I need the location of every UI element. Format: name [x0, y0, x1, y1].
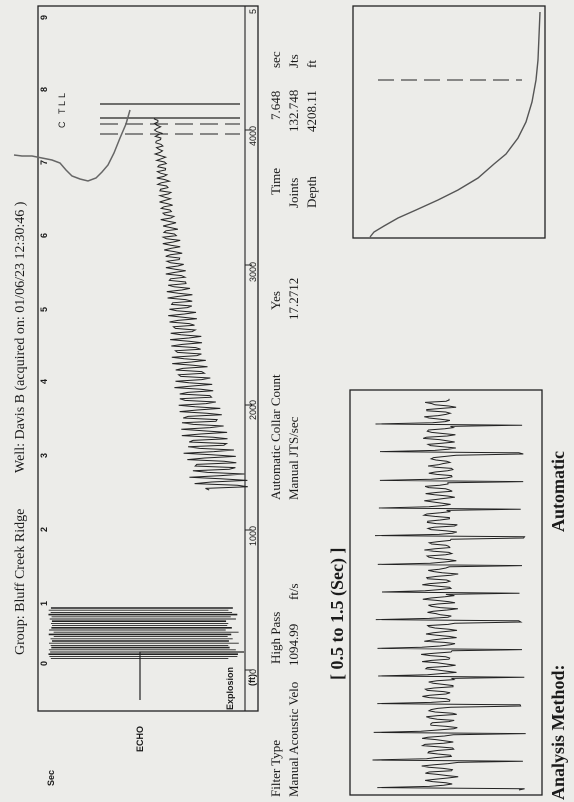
depth-unit: ft — [304, 60, 319, 68]
depth-value: 4208.11 — [304, 90, 319, 132]
results-chart-frame — [352, 5, 546, 239]
filter-type-value: High Pass — [268, 611, 283, 664]
depth-label: Depth — [304, 176, 319, 208]
marker-l2: L — [57, 92, 67, 98]
zoom-range-label: [ 0.5 to 1.5 (Sec) ] — [327, 547, 347, 680]
jts-label: Manual JTS/sec — [286, 416, 301, 500]
ft-tick-label-2000: 2000 — [248, 399, 258, 420]
sec-tick-0: 0 — [39, 660, 49, 666]
sec-tick-6: 6 — [39, 232, 49, 238]
echo-label: ECHO — [135, 725, 145, 752]
zoom-chart-frame — [349, 389, 543, 796]
ft-tick-label-1000: 1000 — [248, 525, 258, 546]
collar-count-label: Automatic Collar Count — [268, 374, 283, 500]
collar-count-value: Yes — [268, 291, 283, 310]
ft-tick-label-4000: 4000 — [248, 125, 258, 146]
group-label: Group: Bluff Creek Ridge — [13, 508, 28, 655]
ft-tick-label-5: 5 — [248, 8, 258, 14]
analysis-method-value: Automatic — [548, 451, 568, 532]
analysis-method-label: Analysis Method: — [548, 664, 568, 800]
well-label: Well: Davis B (acquired on: 01/06/23 12:… — [13, 201, 28, 473]
ft-tick-label-3000: 3000 — [248, 261, 258, 282]
sec-tick-4: 4 — [39, 378, 49, 384]
velocity-value: 1094.99 — [286, 623, 301, 666]
sec-tick-2: 2 — [39, 526, 49, 532]
explosion-burst — [48, 607, 239, 660]
sec-tick-1: 1 — [39, 600, 49, 606]
sec-tick-5: 5 — [39, 306, 49, 312]
joints-label: Joints — [286, 177, 301, 208]
velocity-label: Manual Acoustic Velo — [286, 681, 301, 797]
time-unit: sec — [268, 51, 283, 68]
results-trace — [369, 11, 541, 238]
time-label: Time — [268, 168, 283, 195]
sec-tick-7: 7 — [39, 159, 49, 165]
time-value: 7.648 — [268, 90, 283, 120]
tail-trace — [13, 109, 131, 182]
marker-l1: L — [57, 100, 67, 106]
sec-tick-9: 9 — [39, 14, 49, 20]
sec-axis-label: Sec — [46, 769, 56, 786]
marker-t: T — [57, 108, 67, 115]
sec-tick-8: 8 — [39, 86, 49, 92]
marker-c: C — [57, 121, 67, 129]
main-chart-frame — [37, 5, 259, 712]
ft-axis-label: (ft) — [247, 674, 257, 686]
velocity-unit: ft/s — [286, 583, 301, 600]
joints-unit: Jts — [286, 54, 301, 68]
joints-value: 132.748 — [286, 89, 301, 132]
explosion-label: Explosion — [225, 666, 235, 710]
filter-type-label: Filter Type — [268, 740, 283, 797]
ft-tick-label-0: 0 — [248, 668, 258, 674]
main-acoustic-trace — [153, 118, 248, 491]
sec-tick-3: 3 — [39, 452, 49, 458]
zoom-acoustic-trace — [372, 398, 526, 791]
jts-value: 17.2712 — [286, 277, 301, 320]
